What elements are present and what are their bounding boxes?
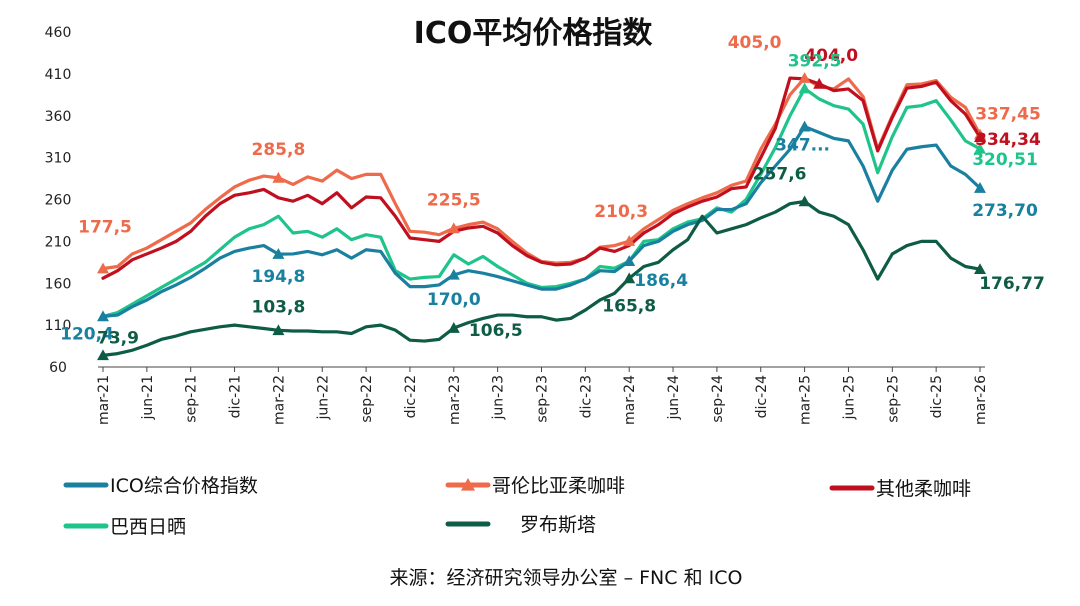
- data-label: 257,6: [753, 165, 807, 185]
- data-labels: 177,5 285,8 225,5 210,3 405,0 337,45 404,0 334,…: [60, 33, 1045, 348]
- series-marker: [97, 349, 109, 361]
- x-tick-label: jun-22: [315, 375, 331, 421]
- x-tick-label: dic-21: [228, 375, 244, 418]
- x-tick-label: dic-22: [403, 375, 419, 418]
- data-label: 120,4: [60, 324, 114, 344]
- data-label: 334,34: [975, 130, 1041, 150]
- series-marker: [97, 310, 109, 322]
- series-marker: [623, 235, 636, 246]
- series-marker: [272, 248, 285, 259]
- y-tick-label: 160: [45, 276, 72, 292]
- x-tick-label: mar-22: [271, 375, 287, 425]
- series-marker: [447, 222, 460, 234]
- series-marker: [974, 182, 986, 193]
- data-label: 177,5: [78, 218, 132, 238]
- markers: [97, 72, 986, 361]
- x-tick-label: jun-25: [841, 375, 857, 421]
- x-tick-label: jun-23: [491, 375, 507, 421]
- y-tick-label: 210: [45, 234, 72, 250]
- data-label: 165,8: [602, 296, 656, 316]
- data-label: 170,0: [427, 290, 481, 310]
- series-marker: [813, 77, 826, 89]
- x-tick-label: dic-25: [929, 375, 945, 418]
- legend-label: 其他柔咖啡: [876, 478, 971, 500]
- data-label: 392,5: [788, 52, 842, 72]
- x-tick-label: dic-24: [754, 375, 770, 418]
- series-marker: [97, 262, 109, 274]
- series-marker: [272, 171, 285, 183]
- data-label: 320,51: [972, 150, 1038, 170]
- series-line-2: [101, 86, 982, 319]
- legend-marker: [461, 478, 475, 491]
- data-label: 194,8: [252, 267, 306, 287]
- series-marker: [974, 263, 986, 275]
- x-tick-label: jun-21: [140, 375, 156, 421]
- x-tick-label: mar-25: [798, 375, 814, 425]
- plot-area: [101, 76, 982, 357]
- series-marker: [623, 255, 636, 266]
- y-tick-label: 460: [45, 25, 72, 41]
- data-label: 225,5: [427, 190, 481, 210]
- x-axis: mar-21 jun-21 sep-21 dic-21 mar-22 jun-22 sep-…: [96, 366, 989, 425]
- legend-label: ICO综合价格指数: [110, 475, 258, 497]
- data-label: 405,0: [728, 33, 782, 53]
- series-line-1: [101, 76, 982, 280]
- source-note: 来源：经济研究领导办公室 – FNC 和 ICO: [390, 567, 743, 589]
- x-tick-label: mar-21: [96, 375, 112, 425]
- y-tick-label: 310: [45, 151, 72, 167]
- x-tick-label: mar-24: [622, 375, 638, 425]
- chart-title: ICO平均价格指数: [414, 16, 654, 51]
- series-marker: [798, 120, 811, 132]
- x-tick-label: sep-22: [359, 375, 375, 423]
- series-line-3: [101, 125, 982, 319]
- x-tick-label: sep-23: [535, 375, 551, 423]
- data-label: 210,3: [594, 202, 648, 222]
- x-tick-label: sep-21: [184, 375, 200, 423]
- y-tick-label: 260: [45, 193, 72, 209]
- series-marker: [974, 131, 986, 143]
- data-label: 273,70: [972, 201, 1038, 221]
- legend-label: 巴西日晒: [110, 516, 186, 538]
- y-tick-label: 410: [45, 67, 72, 83]
- data-label: 404,0: [804, 46, 858, 66]
- series-marker: [798, 195, 811, 207]
- series-marker: [623, 272, 636, 284]
- series-marker: [272, 324, 285, 336]
- legend-label: 哥伦比亚柔咖啡: [492, 475, 625, 497]
- y-tick-label: 110: [45, 318, 72, 334]
- x-tick-label: mar-23: [447, 375, 463, 425]
- series-marker: [447, 322, 460, 333]
- x-tick-label: sep-24: [710, 375, 726, 423]
- y-tick-label: 360: [45, 109, 72, 125]
- data-label: 73,9: [97, 328, 139, 348]
- data-label: 186,4: [634, 271, 688, 291]
- series-marker: [798, 82, 811, 94]
- series-marker: [974, 142, 986, 154]
- x-tick-label: jun-24: [666, 375, 682, 421]
- y-tick-label: 60: [49, 360, 67, 376]
- y-axis: 60 110 160 210 260 310 360 410 460: [45, 25, 72, 376]
- x-tick-label: mar-26: [973, 375, 989, 425]
- data-label: 337,45: [975, 105, 1041, 125]
- series-line-4: [101, 199, 982, 357]
- data-label: 347...: [775, 136, 830, 156]
- data-label: 106,5: [469, 321, 523, 341]
- series-marker: [798, 72, 811, 83]
- series-marker: [447, 268, 460, 280]
- series-line-0: [101, 76, 982, 271]
- data-label: 176,77: [979, 274, 1045, 294]
- data-label: 285,8: [252, 140, 306, 160]
- x-tick-label: dic-23: [578, 375, 594, 418]
- x-tick-label: sep-25: [885, 375, 901, 423]
- legend-label: 罗布斯塔: [520, 514, 596, 536]
- data-label: 103,8: [252, 297, 306, 317]
